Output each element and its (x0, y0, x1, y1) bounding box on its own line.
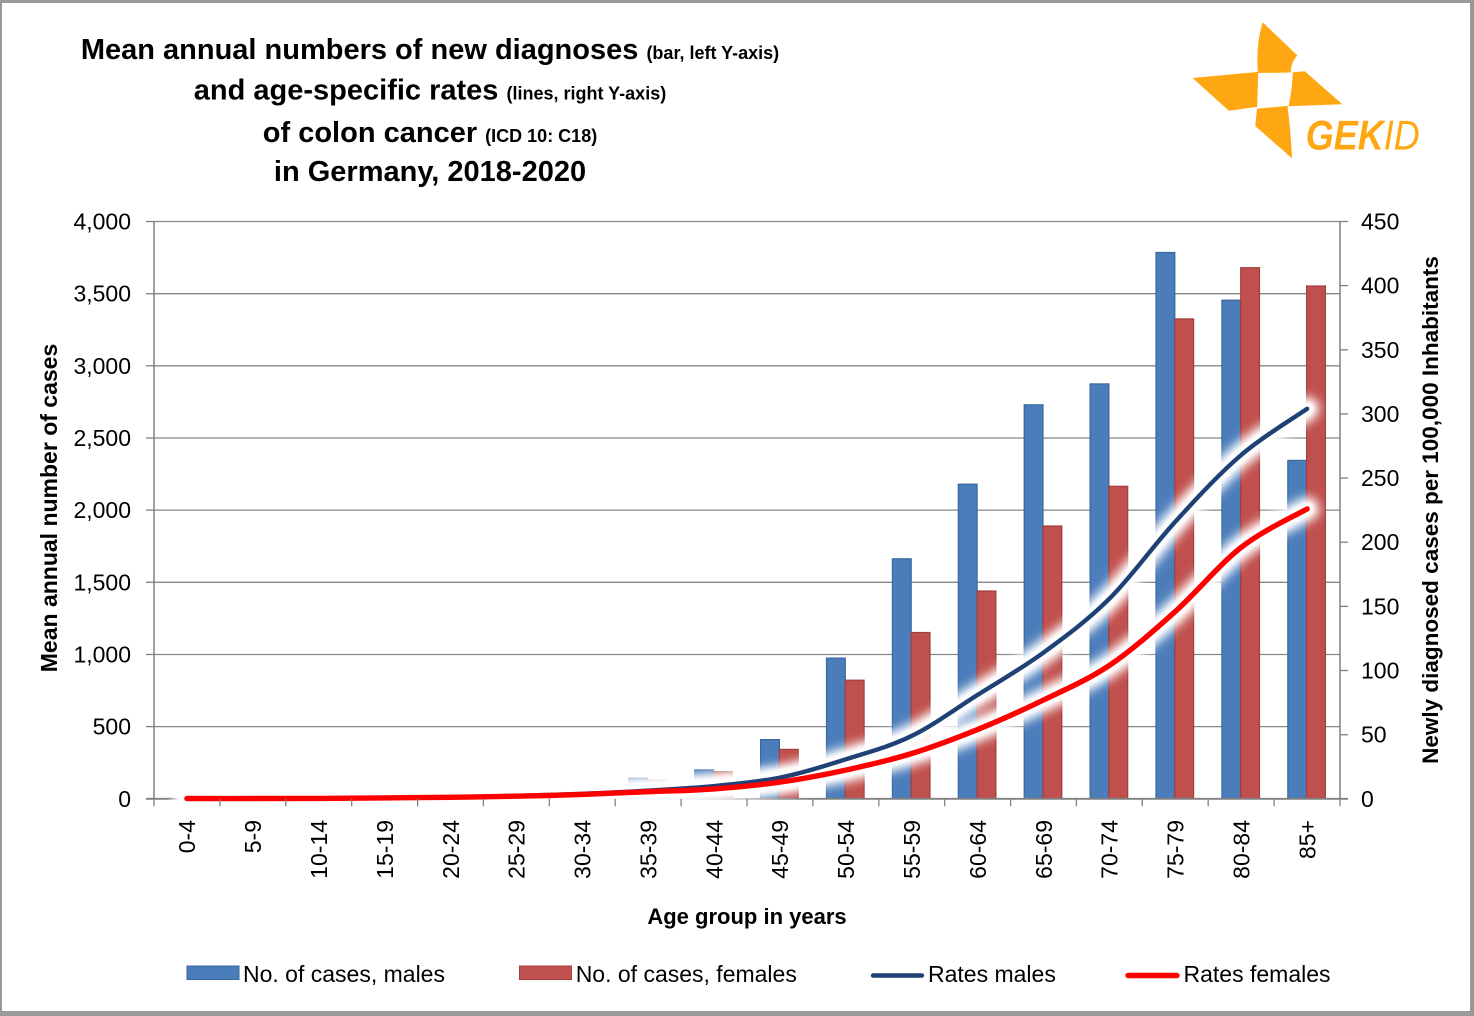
svg-text:2,000: 2,000 (73, 497, 131, 523)
svg-text:Rates males: Rates males (928, 961, 1056, 987)
svg-text:GEKID: GEKID (1306, 113, 1420, 159)
svg-text:No. of cases, males: No. of cases, males (243, 961, 445, 987)
svg-text:400: 400 (1361, 273, 1399, 299)
svg-text:45-49: 45-49 (767, 820, 793, 879)
svg-text:500: 500 (93, 714, 131, 740)
svg-text:50: 50 (1361, 722, 1387, 748)
svg-text:20-24: 20-24 (438, 820, 464, 879)
svg-text:250: 250 (1361, 465, 1399, 491)
svg-text:75-79: 75-79 (1163, 820, 1189, 879)
svg-text:1,500: 1,500 (73, 569, 131, 595)
svg-text:100: 100 (1361, 658, 1399, 684)
svg-text:40-44: 40-44 (701, 820, 727, 879)
svg-text:30-34: 30-34 (570, 820, 596, 879)
svg-text:0-4: 0-4 (174, 820, 200, 853)
svg-text:35-39: 35-39 (636, 820, 662, 879)
svg-text:3,500: 3,500 (73, 281, 131, 307)
svg-text:150: 150 (1361, 593, 1399, 619)
svg-text:2,500: 2,500 (73, 425, 131, 451)
svg-text:70-74: 70-74 (1097, 820, 1123, 879)
svg-text:3,000: 3,000 (73, 353, 131, 379)
svg-text:Newly diagnosed cases per 100,: Newly diagnosed cases per 100,000 Inhabi… (1418, 256, 1443, 764)
svg-text:10-14: 10-14 (306, 820, 332, 879)
svg-text:No. of cases, females: No. of cases, females (576, 961, 797, 987)
svg-text:Rates females: Rates females (1184, 961, 1331, 987)
svg-text:Mean annual number of cases: Mean annual number of cases (36, 344, 62, 672)
svg-text:200: 200 (1361, 529, 1399, 555)
svg-text:350: 350 (1361, 337, 1399, 363)
svg-text:60-64: 60-64 (965, 820, 991, 879)
svg-text:80-84: 80-84 (1229, 820, 1255, 879)
svg-text:0: 0 (1361, 786, 1374, 812)
svg-text:15-19: 15-19 (372, 820, 398, 879)
svg-text:1,000: 1,000 (73, 642, 131, 668)
svg-text:4,000: 4,000 (73, 209, 131, 235)
svg-text:55-59: 55-59 (899, 820, 925, 879)
svg-text:Age group in years: Age group in years (647, 904, 846, 929)
svg-text:65-69: 65-69 (1031, 820, 1057, 879)
svg-text:50-54: 50-54 (833, 820, 859, 879)
svg-text:0: 0 (118, 786, 131, 812)
svg-text:5-9: 5-9 (240, 820, 266, 853)
svg-text:in Germany, 2018-2020: in Germany, 2018-2020 (274, 156, 586, 188)
svg-text:25-29: 25-29 (504, 820, 530, 879)
svg-text:85+: 85+ (1294, 820, 1320, 859)
svg-text:450: 450 (1361, 209, 1399, 235)
svg-text:300: 300 (1361, 401, 1399, 427)
